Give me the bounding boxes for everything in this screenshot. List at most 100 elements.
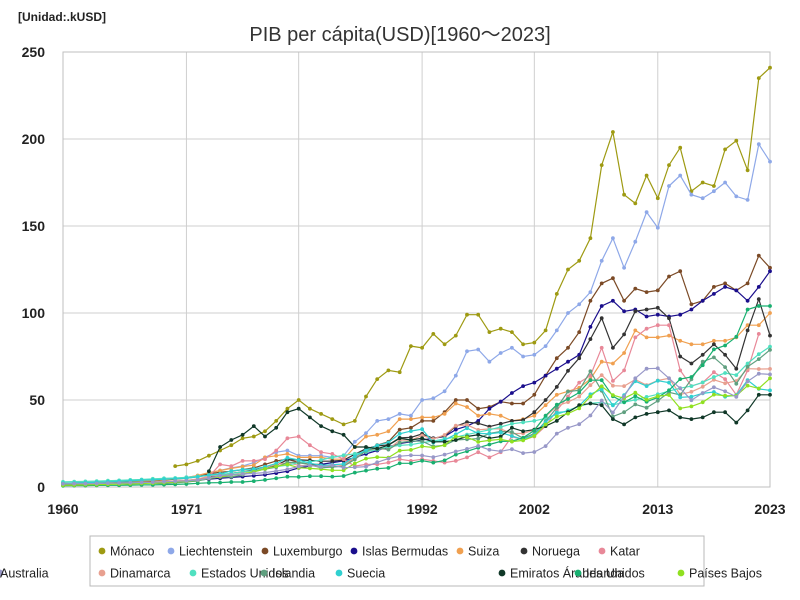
data-point	[420, 419, 424, 423]
data-point	[543, 398, 548, 402]
data-point	[330, 459, 335, 463]
data-point	[712, 392, 716, 397]
legend-marker	[677, 569, 685, 577]
data-point	[263, 467, 267, 471]
data-point	[734, 288, 739, 293]
data-point	[476, 444, 481, 448]
data-point	[510, 421, 514, 426]
data-point	[352, 461, 357, 466]
x-tick-label: 2013	[642, 501, 673, 517]
data-point	[341, 462, 346, 466]
data-point	[712, 410, 716, 415]
data-point	[330, 474, 335, 479]
data-point	[498, 351, 503, 355]
data-point	[285, 455, 290, 460]
data-point	[622, 351, 626, 355]
data-point	[644, 326, 649, 331]
data-point	[566, 267, 570, 272]
data-point	[554, 366, 559, 371]
legend-label: Dinamarca	[110, 567, 170, 581]
data-point	[633, 376, 638, 381]
data-point	[768, 376, 772, 381]
x-tick-label: 1992	[407, 501, 438, 517]
data-point	[689, 307, 694, 312]
legend-item: Noruega	[520, 545, 580, 559]
data-point	[431, 455, 436, 460]
data-point	[644, 405, 649, 410]
data-point	[655, 196, 660, 201]
legend-label: Liechtenstein	[179, 545, 253, 559]
data-point	[543, 403, 548, 408]
data-point	[195, 481, 200, 486]
data-point	[397, 436, 402, 441]
data-point	[644, 173, 649, 178]
data-point	[689, 375, 694, 379]
series-1	[61, 142, 772, 486]
data-point	[588, 413, 593, 418]
data-point	[397, 457, 402, 462]
data-point	[599, 403, 604, 408]
y-tick-label: 250	[22, 44, 46, 60]
data-point	[622, 309, 626, 314]
data-point	[308, 474, 312, 479]
data-point	[330, 452, 335, 456]
data-point	[723, 180, 727, 185]
series-8	[61, 344, 772, 484]
data-point	[532, 410, 537, 415]
data-point	[296, 398, 301, 402]
data-point	[712, 390, 716, 394]
data-point	[577, 394, 582, 399]
data-point	[577, 406, 582, 411]
data-point	[420, 427, 424, 432]
data-point	[330, 429, 335, 434]
legend-label: Países Bajos	[689, 567, 762, 581]
data-point	[554, 328, 559, 333]
data-point	[689, 361, 694, 366]
plot-frame	[62, 51, 771, 488]
data-point	[207, 480, 211, 485]
data-point	[532, 428, 537, 433]
data-point	[532, 419, 537, 423]
data-point	[678, 312, 683, 317]
data-point	[655, 225, 660, 230]
data-point	[678, 406, 683, 411]
data-point	[712, 189, 716, 194]
data-point	[453, 373, 458, 378]
data-point	[498, 425, 503, 429]
data-point	[465, 405, 469, 409]
data-point	[117, 481, 121, 485]
data-point	[588, 298, 593, 303]
data-point	[532, 352, 537, 357]
data-point	[768, 367, 772, 371]
data-point	[554, 402, 559, 407]
data-point	[622, 422, 626, 427]
data-point	[285, 474, 290, 479]
data-point	[251, 479, 256, 483]
data-point	[588, 394, 593, 399]
data-point	[532, 340, 537, 345]
data-point	[700, 415, 705, 420]
data-point	[745, 307, 750, 312]
data-point	[566, 311, 570, 315]
data-point	[240, 480, 245, 484]
x-tick-label: 1971	[171, 501, 202, 517]
data-point	[756, 76, 761, 80]
data-point	[128, 480, 133, 485]
data-point	[263, 429, 267, 434]
data-point	[622, 400, 626, 405]
data-point	[756, 357, 761, 361]
data-point	[251, 434, 256, 439]
data-point	[341, 468, 346, 473]
data-point	[712, 355, 716, 360]
data-point	[700, 298, 705, 303]
data-point	[498, 421, 503, 426]
data-point	[712, 347, 716, 352]
data-point	[319, 455, 323, 460]
data-point	[768, 344, 772, 349]
data-point	[487, 442, 492, 447]
data-point	[184, 482, 189, 486]
series-lines	[61, 65, 772, 488]
data-point	[543, 373, 548, 378]
data-point	[476, 450, 481, 455]
data-point	[296, 406, 301, 411]
